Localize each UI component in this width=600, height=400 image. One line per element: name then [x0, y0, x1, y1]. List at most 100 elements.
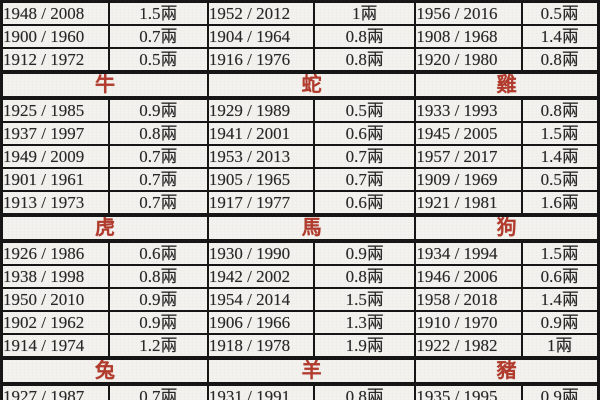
weight-cell: 0.8兩: [313, 47, 417, 73]
year-cell: 1948 / 2008: [0, 0, 110, 26]
table-row: 1913 / 1973 0.7兩 1917 / 1977 0.6兩 1921 / 198…: [0, 190, 600, 216]
year-cell: 1931 / 1991: [206, 383, 316, 400]
zodiac-header-row: 虎馬狗: [0, 213, 600, 243]
table-row: 1927 / 1987 0.7兩 1931 / 1991 0.8兩 1935 / 199…: [0, 383, 600, 400]
year-cell: 1954 / 2014: [206, 287, 316, 312]
weight-cell: 0.6兩: [313, 121, 417, 146]
zodiac-label: 豬: [414, 356, 600, 386]
weight-cell: 0.5兩: [313, 97, 417, 123]
year-cell: 1937 / 1997: [0, 121, 110, 146]
table-row: 1914 / 1974 1.2兩 1918 / 1978 1.9兩 1922 / 198…: [0, 333, 600, 359]
year-cell: 1952 / 2012: [206, 0, 316, 26]
year-cell: 1935 / 1995: [414, 383, 523, 400]
weight-cell: 0.6兩: [520, 264, 600, 289]
year-cell: 1918 / 1978: [206, 333, 316, 359]
weight-cell: 0.6兩: [107, 240, 209, 266]
year-cell: 1934 / 1994: [414, 240, 523, 266]
weight-cell: 0.7兩: [107, 190, 209, 216]
table-row: 1902 / 1962 0.9兩 1906 / 1966 1.3兩 1910 / 197…: [0, 310, 600, 335]
weight-cell: 1.5兩: [107, 0, 209, 26]
table-row: 1925 / 1985 0.9兩 1929 / 1989 0.5兩 1933 / 199…: [0, 97, 600, 123]
zodiac-label: 雞: [414, 70, 600, 100]
weight-cell: 0.7兩: [107, 144, 209, 169]
year-cell: 1950 / 2010: [0, 287, 110, 312]
weight-cell: 0.8兩: [520, 47, 600, 73]
year-cell: 1913 / 1973: [0, 190, 110, 216]
year-cell: 1958 / 2018: [414, 287, 523, 312]
zodiac-header-row: 兔羊豬: [0, 356, 600, 386]
table-row: 1938 / 1998 0.8兩 1942 / 2002 0.8兩 1946 / 200…: [0, 264, 600, 289]
year-cell: 1905 / 1965: [206, 167, 316, 192]
weight-cell: 1兩: [520, 333, 600, 359]
weight-cell: 0.6兩: [313, 190, 417, 216]
table-row: 1901 / 1961 0.7兩 1905 / 1965 0.7兩 1909 / 196…: [0, 167, 600, 192]
zodiac-label: 虎: [0, 213, 209, 243]
year-cell: 1949 / 2009: [0, 144, 110, 169]
year-cell: 1910 / 1970: [414, 310, 523, 335]
weight-cell: 1.4兩: [520, 287, 600, 312]
zodiac-header-row: 牛蛇雞: [0, 70, 600, 100]
weight-cell: 1.5兩: [520, 121, 600, 146]
table-row: 1926 / 1986 0.6兩 1930 / 1990 0.9兩 1934 / 199…: [0, 240, 600, 266]
year-cell: 1930 / 1990: [206, 240, 316, 266]
zodiac-label: 兔: [0, 356, 209, 386]
zodiac-label: 蛇: [206, 70, 417, 100]
year-cell: 1912 / 1972: [0, 47, 110, 73]
zodiac-label: 羊: [206, 356, 417, 386]
year-cell: 1916 / 1976: [206, 47, 316, 73]
weight-cell: 0.9兩: [107, 287, 209, 312]
year-cell: 1902 / 1962: [0, 310, 110, 335]
year-cell: 1942 / 2002: [206, 264, 316, 289]
year-cell: 1904 / 1964: [206, 24, 316, 49]
table-row: 1937 / 1997 0.8兩 1941 / 2001 0.6兩 1945 / 200…: [0, 121, 600, 146]
weight-cell: 0.8兩: [107, 264, 209, 289]
year-cell: 1933 / 1993: [414, 97, 523, 123]
weight-cell: 0.9兩: [107, 310, 209, 335]
zodiac-label: 狗: [414, 213, 600, 243]
weight-cell: 1.4兩: [520, 24, 600, 49]
weight-cell: 0.9兩: [520, 310, 600, 335]
year-cell: 1941 / 2001: [206, 121, 316, 146]
weight-cell: 1.3兩: [313, 310, 417, 335]
weight-cell: 0.9兩: [107, 97, 209, 123]
weight-cell: 0.9兩: [313, 240, 417, 266]
year-cell: 1938 / 1998: [0, 264, 110, 289]
year-cell: 1921 / 1981: [414, 190, 523, 216]
zodiac-label: 馬: [206, 213, 417, 243]
year-cell: 1909 / 1969: [414, 167, 523, 192]
weight-cell: 1.6兩: [520, 190, 600, 216]
weight-cell: 0.9兩: [520, 383, 600, 400]
weight-cell: 1.9兩: [313, 333, 417, 359]
table-row: 1949 / 2009 0.7兩 1953 / 2013 0.7兩 1957 / 201…: [0, 144, 600, 169]
year-cell: 1917 / 1977: [206, 190, 316, 216]
table-row: 1900 / 1960 0.7兩 1904 / 1964 0.8兩 1908 / 196…: [0, 24, 600, 49]
weight-cell: 0.8兩: [520, 97, 600, 123]
year-cell: 1914 / 1974: [0, 333, 110, 359]
zodiac-label: 牛: [0, 70, 209, 100]
weight-cell: 1.5兩: [520, 240, 600, 266]
year-cell: 1908 / 1968: [414, 24, 523, 49]
table-row: 1948 / 2008 1.5兩 1952 / 2012 1兩 1956 / 2016 0…: [0, 0, 600, 26]
weight-cell: 0.5兩: [107, 47, 209, 73]
year-cell: 1927 / 1987: [0, 383, 110, 400]
year-cell: 1956 / 2016: [414, 0, 523, 26]
weight-cell: 0.8兩: [313, 383, 417, 400]
weight-cell: 0.7兩: [313, 144, 417, 169]
weight-cell: 0.7兩: [313, 167, 417, 192]
weight-cell: 0.8兩: [313, 24, 417, 49]
year-cell: 1906 / 1966: [206, 310, 316, 335]
table-row: 1912 / 1972 0.5兩 1916 / 1976 0.8兩 1920 / 198…: [0, 47, 600, 73]
weight-cell: 0.5兩: [520, 0, 600, 26]
year-cell: 1953 / 2013: [206, 144, 316, 169]
year-cell: 1946 / 2006: [414, 264, 523, 289]
weight-cell: 0.7兩: [107, 24, 209, 49]
weight-cell: 1.5兩: [313, 287, 417, 312]
year-cell: 1900 / 1960: [0, 24, 110, 49]
year-cell: 1957 / 2017: [414, 144, 523, 169]
year-cell: 1945 / 2005: [414, 121, 523, 146]
weight-cell: 0.8兩: [313, 264, 417, 289]
year-cell: 1926 / 1986: [0, 240, 110, 266]
